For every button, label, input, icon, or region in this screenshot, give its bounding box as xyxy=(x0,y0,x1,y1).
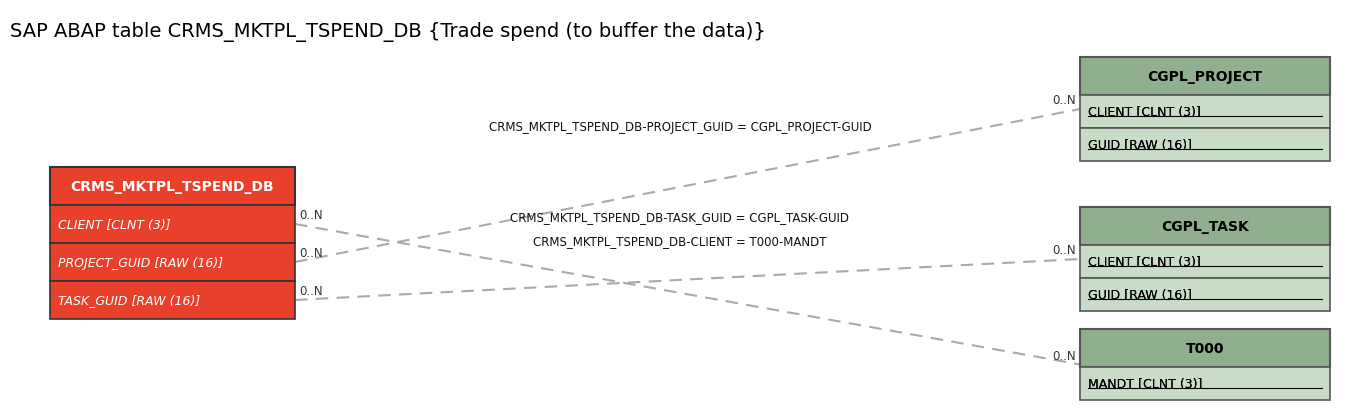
FancyBboxPatch shape xyxy=(1079,129,1329,162)
FancyBboxPatch shape xyxy=(1079,207,1329,245)
Text: SAP ABAP table CRMS_MKTPL_TSPEND_DB {Trade spend (to buffer the data)}: SAP ABAP table CRMS_MKTPL_TSPEND_DB {Tra… xyxy=(9,22,766,42)
FancyBboxPatch shape xyxy=(50,205,295,243)
Text: T000: T000 xyxy=(1186,341,1224,355)
FancyBboxPatch shape xyxy=(1079,58,1329,96)
Text: 0..N: 0..N xyxy=(1052,243,1075,256)
FancyBboxPatch shape xyxy=(1079,96,1329,129)
Text: CGPL_PROJECT: CGPL_PROJECT xyxy=(1147,70,1263,84)
Text: TASK_GUID [RAW (16)]: TASK_GUID [RAW (16)] xyxy=(58,294,200,307)
FancyBboxPatch shape xyxy=(1079,329,1329,367)
Text: 0..N: 0..N xyxy=(1052,348,1075,362)
FancyBboxPatch shape xyxy=(1079,245,1329,278)
Text: 0..N: 0..N xyxy=(299,284,323,297)
FancyBboxPatch shape xyxy=(50,281,295,319)
Text: CLIENT [CLNT (3)]: CLIENT [CLNT (3)] xyxy=(1088,106,1201,119)
Text: GUID [RAW (16)]: GUID [RAW (16)] xyxy=(1088,288,1192,301)
Text: CRMS_MKTPL_TSPEND_DB: CRMS_MKTPL_TSPEND_DB xyxy=(70,180,274,193)
Text: MANDT [CLNT (3)]: MANDT [CLNT (3)] xyxy=(1088,377,1202,390)
FancyBboxPatch shape xyxy=(50,243,295,281)
Text: GUID [RAW (16)]: GUID [RAW (16)] xyxy=(1088,288,1192,301)
Text: GUID [RAW (16)]: GUID [RAW (16)] xyxy=(1088,139,1192,152)
Text: GUID [RAW (16)]: GUID [RAW (16)] xyxy=(1088,139,1192,152)
FancyBboxPatch shape xyxy=(50,168,295,205)
FancyBboxPatch shape xyxy=(1079,278,1329,311)
Text: PROJECT_GUID [RAW (16)]: PROJECT_GUID [RAW (16)] xyxy=(58,256,223,269)
Text: 0..N: 0..N xyxy=(299,209,323,221)
Text: CLIENT [CLNT (3)]: CLIENT [CLNT (3)] xyxy=(1088,255,1201,268)
Text: CRMS_MKTPL_TSPEND_DB-CLIENT = T000-MANDT: CRMS_MKTPL_TSPEND_DB-CLIENT = T000-MANDT xyxy=(534,235,827,248)
FancyBboxPatch shape xyxy=(1079,367,1329,400)
Text: CGPL_TASK: CGPL_TASK xyxy=(1161,220,1248,234)
Text: CRMS_MKTPL_TSPEND_DB-PROJECT_GUID = CGPL_PROJECT-GUID: CRMS_MKTPL_TSPEND_DB-PROJECT_GUID = CGPL… xyxy=(489,121,871,134)
Text: CLIENT [CLNT (3)]: CLIENT [CLNT (3)] xyxy=(58,218,170,231)
Text: 0..N: 0..N xyxy=(1052,94,1075,107)
Text: 0..N: 0..N xyxy=(299,246,323,259)
Text: CLIENT [CLNT (3)]: CLIENT [CLNT (3)] xyxy=(1088,255,1201,268)
Text: CLIENT [CLNT (3)]: CLIENT [CLNT (3)] xyxy=(1088,106,1201,119)
Text: MANDT [CLNT (3)]: MANDT [CLNT (3)] xyxy=(1088,377,1202,390)
Text: CRMS_MKTPL_TSPEND_DB-TASK_GUID = CGPL_TASK-GUID: CRMS_MKTPL_TSPEND_DB-TASK_GUID = CGPL_TA… xyxy=(511,211,850,224)
